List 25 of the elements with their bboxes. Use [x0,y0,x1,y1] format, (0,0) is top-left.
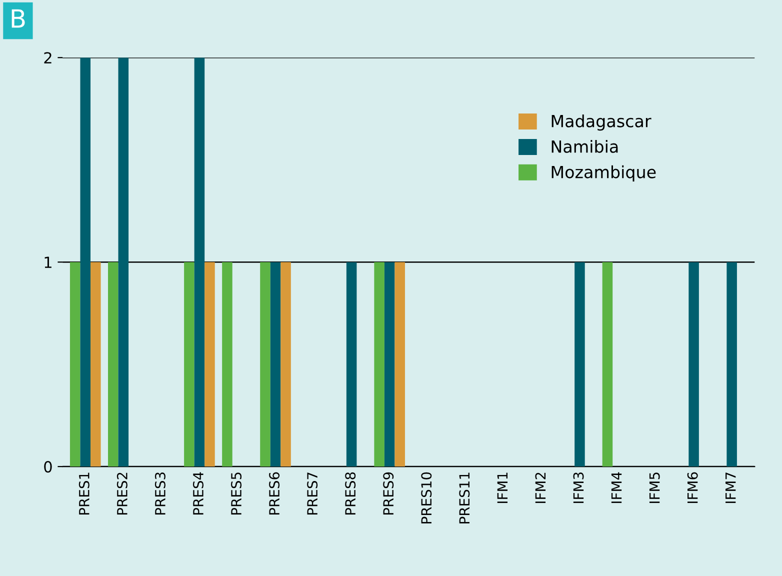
x-tick-label: IFM2 [535,472,546,503]
legend-label: Mozambique [552,165,656,182]
x-tick-label: PRES5 [231,472,242,515]
y-tick-label: 2 [44,52,52,64]
legend-label: Namibia [552,140,618,153]
legend-label: Madagascar [552,114,652,131]
x-tick-label: PRES10 [421,472,432,524]
x-tick-label: IFM1 [497,472,508,503]
x-tick-label: IFM3 [573,472,584,503]
y-tick-label: 1 [44,256,52,268]
text: B [12,9,25,28]
x-tick-label: PRES2 [116,472,128,515]
y-tick-label: 0 [44,461,52,473]
x-tick-label: PRES6 [269,472,280,515]
x-tick-label: IFM5 [649,472,660,503]
x-tick-label: PRES3 [154,472,166,515]
x-tick-label: IFM4 [611,472,622,503]
x-tick-label: PRES8 [345,472,356,515]
x-tick-label: IFM7 [726,472,736,503]
x-tick-label: PRES7 [307,472,318,515]
x-tick-label: PRES4 [192,472,204,515]
x-tick-label: PRES11 [459,472,470,524]
x-tick-label: PRES1 [78,472,90,515]
x-tick-label: IFM6 [687,472,698,503]
x-tick-label: PRES9 [383,472,394,515]
